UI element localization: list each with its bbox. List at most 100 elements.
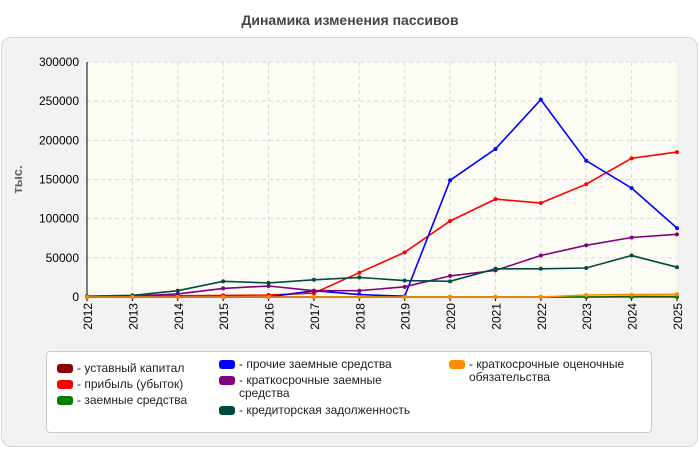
data-point bbox=[402, 250, 407, 255]
data-point bbox=[357, 288, 362, 293]
legend-label: - кредиторская задолженность bbox=[239, 403, 411, 417]
data-point bbox=[175, 288, 180, 293]
data-point bbox=[175, 295, 180, 299]
data-point bbox=[629, 186, 634, 191]
x-tick-label: 2018 bbox=[353, 303, 367, 330]
x-tick-label: 2024 bbox=[626, 303, 640, 330]
data-point bbox=[675, 232, 679, 237]
chart-legend: - уставный капитал - прибыль (убыток) - … bbox=[46, 351, 652, 433]
data-point bbox=[402, 284, 407, 289]
data-point bbox=[493, 146, 498, 151]
data-point bbox=[493, 266, 498, 271]
series-line-4 bbox=[86, 233, 678, 298]
data-point bbox=[538, 266, 543, 271]
data-point bbox=[311, 277, 316, 282]
data-point bbox=[357, 270, 362, 275]
data-point bbox=[675, 150, 679, 155]
legend-item-kreditorskaya[interactable]: - кредиторская задолженность bbox=[219, 404, 410, 417]
x-tick-label: 2022 bbox=[535, 303, 549, 330]
legend-label: - прочие заемные средства bbox=[239, 357, 392, 371]
data-point bbox=[538, 201, 543, 205]
x-tick-label: 2014 bbox=[172, 303, 186, 330]
y-tick-label: 300000 bbox=[39, 55, 79, 69]
legend-item-kratkosrochnye-zaemnye[interactable]: - краткосрочные заемные средства bbox=[219, 374, 419, 400]
data-point bbox=[675, 292, 679, 297]
data-point bbox=[584, 158, 589, 163]
y-tick-label: 200000 bbox=[39, 133, 79, 147]
legend-item-ustavny-kapital[interactable]: - уставный капитал bbox=[57, 362, 184, 375]
y-tick-label: 100000 bbox=[39, 212, 79, 226]
data-point bbox=[85, 295, 89, 299]
data-point bbox=[448, 219, 453, 224]
series-line-6 bbox=[87, 293, 678, 298]
legend-item-prochie-zaemnye[interactable]: - прочие заемные средства bbox=[219, 358, 392, 371]
data-point bbox=[493, 197, 498, 202]
data-point bbox=[402, 295, 407, 299]
data-point bbox=[311, 288, 316, 293]
data-point bbox=[221, 286, 226, 291]
legend-swatch bbox=[57, 396, 73, 405]
legend-swatch bbox=[57, 380, 73, 389]
data-point bbox=[538, 97, 543, 102]
data-point bbox=[538, 253, 543, 258]
data-point bbox=[629, 253, 634, 258]
legend-label: - краткосрочные оценочные обязательства bbox=[469, 357, 625, 384]
data-point bbox=[175, 291, 180, 296]
y-tick-label: 0 bbox=[72, 290, 79, 304]
legend-item-otsenochnye[interactable]: - краткосрочные оценочные обязательства bbox=[449, 358, 649, 384]
y-axis-label: тыс. bbox=[10, 165, 25, 193]
y-tick-label: 50000 bbox=[46, 251, 80, 265]
legend-swatch bbox=[57, 364, 73, 373]
data-point bbox=[675, 226, 679, 231]
legend-item-zaemnye-sredstva[interactable]: - заемные средства bbox=[57, 394, 187, 407]
data-point bbox=[221, 295, 226, 299]
legend-label: - краткосрочные заемные средства bbox=[239, 373, 382, 400]
y-tick-label: 150000 bbox=[39, 173, 79, 187]
x-tick-label: 2012 bbox=[81, 303, 95, 330]
data-point bbox=[402, 278, 407, 283]
data-point bbox=[357, 275, 362, 280]
x-tick-label: 2019 bbox=[399, 303, 413, 330]
data-point bbox=[584, 243, 589, 248]
series-line-1 bbox=[86, 151, 678, 298]
legend-label: - прибыль (убыток) bbox=[77, 377, 184, 391]
data-point bbox=[266, 280, 271, 285]
x-tick-label: 2023 bbox=[580, 303, 594, 330]
data-point bbox=[584, 182, 589, 187]
data-point bbox=[448, 279, 453, 284]
x-tick-label: 2013 bbox=[126, 303, 140, 330]
data-point bbox=[629, 156, 634, 161]
legend-item-pribyl[interactable]: - прибыль (убыток) bbox=[57, 378, 183, 391]
chart-title: Динамика изменения пассивов bbox=[241, 12, 459, 28]
data-point bbox=[675, 265, 679, 270]
data-point bbox=[311, 295, 316, 299]
data-point bbox=[448, 273, 453, 278]
x-tick-label: 2021 bbox=[489, 303, 503, 330]
y-tick-label: 250000 bbox=[39, 94, 79, 108]
data-point bbox=[130, 295, 135, 299]
legend-swatch bbox=[219, 360, 235, 369]
x-tick-label: 2015 bbox=[217, 303, 231, 330]
data-point bbox=[266, 284, 271, 289]
legend-label: - уставный капитал bbox=[77, 361, 185, 375]
data-point bbox=[448, 295, 453, 299]
data-point bbox=[221, 279, 226, 284]
x-tick-label: 2017 bbox=[308, 303, 322, 330]
data-point bbox=[538, 295, 543, 299]
legend-swatch bbox=[219, 406, 235, 415]
data-point bbox=[357, 295, 362, 299]
data-point bbox=[675, 295, 679, 299]
x-tick-label: 2025 bbox=[671, 303, 685, 330]
data-point bbox=[584, 266, 589, 271]
data-point bbox=[584, 293, 589, 298]
data-point bbox=[629, 235, 634, 240]
legend-label: - заемные средства bbox=[77, 393, 188, 407]
series-line-5 bbox=[86, 254, 678, 297]
x-tick-label: 2016 bbox=[263, 303, 277, 330]
data-point bbox=[448, 178, 453, 183]
data-point bbox=[629, 292, 634, 297]
data-point bbox=[493, 295, 498, 299]
legend-swatch bbox=[449, 360, 465, 369]
x-tick-label: 2020 bbox=[444, 303, 458, 330]
